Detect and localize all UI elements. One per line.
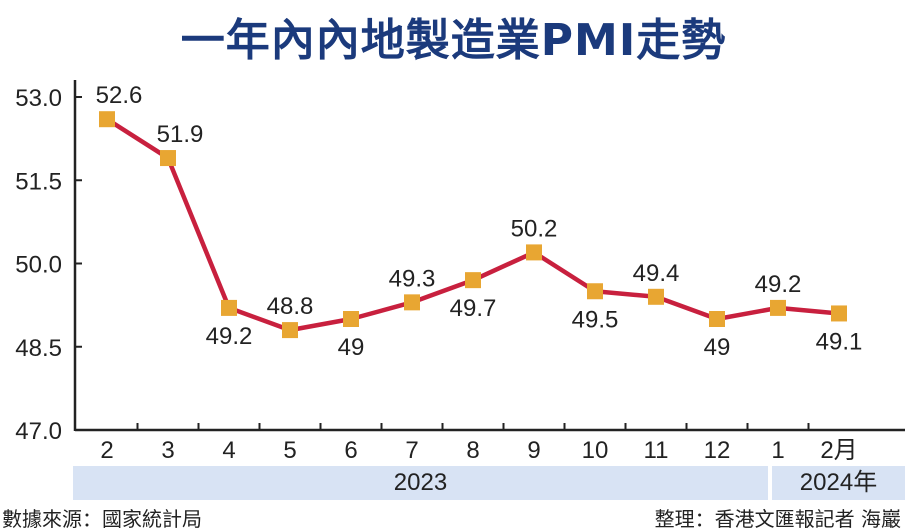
x-tick-label: 10 bbox=[582, 437, 609, 464]
y-tick-label: 47.0 bbox=[15, 418, 62, 445]
data-point bbox=[221, 299, 237, 316]
data-point bbox=[160, 150, 176, 167]
x-tick-label: 7 bbox=[405, 437, 418, 464]
data-label: 48.8 bbox=[267, 293, 314, 320]
data-point bbox=[99, 111, 115, 128]
data-label: 52.6 bbox=[96, 82, 143, 109]
data-label: 49 bbox=[704, 334, 731, 361]
data-label: 49.1 bbox=[816, 328, 863, 355]
y-tick-label: 50.0 bbox=[15, 252, 62, 279]
data-label: 49.2 bbox=[206, 323, 253, 350]
x-tick-label: 4 bbox=[222, 437, 235, 464]
x-tick-label: 3 bbox=[161, 437, 174, 464]
x-tick-label: 2月 bbox=[820, 437, 857, 464]
x-tick-label: 12 bbox=[704, 437, 731, 464]
data-point bbox=[770, 299, 786, 316]
year-label-2024: 2024年 bbox=[772, 466, 905, 500]
x-tick-label: 1 bbox=[771, 437, 784, 464]
data-point bbox=[831, 305, 847, 322]
data-point bbox=[526, 244, 542, 261]
data-label: 50.2 bbox=[511, 215, 558, 242]
data-point bbox=[587, 283, 603, 300]
y-tick-label: 48.5 bbox=[15, 335, 62, 362]
y-tick-label: 51.5 bbox=[15, 168, 62, 195]
credit-note: 整理：香港文匯報記者 海巖 bbox=[654, 507, 901, 528]
x-tick-label: 6 bbox=[344, 437, 357, 464]
x-tick-label: 11 bbox=[644, 437, 669, 464]
year-label-2023: 2023 bbox=[73, 466, 768, 500]
data-label: 49.4 bbox=[633, 260, 680, 287]
source-note: 數據來源：國家統計局 bbox=[2, 507, 202, 528]
data-label: 51.9 bbox=[157, 121, 204, 148]
data-label: 49.7 bbox=[450, 295, 497, 322]
data-label: 49 bbox=[338, 334, 365, 361]
x-tick-label: 8 bbox=[466, 437, 479, 464]
y-tick-label: 53.0 bbox=[15, 85, 62, 112]
x-tick-label: 2 bbox=[100, 437, 113, 464]
data-label: 49.2 bbox=[755, 271, 802, 298]
data-label: 49.5 bbox=[572, 306, 619, 333]
data-point bbox=[282, 322, 298, 339]
x-tick-label: 5 bbox=[283, 437, 296, 464]
data-point bbox=[343, 311, 359, 327]
x-tick-label: 9 bbox=[527, 437, 540, 464]
data-point bbox=[404, 294, 420, 311]
data-point bbox=[465, 272, 481, 289]
data-point bbox=[648, 288, 664, 305]
data-label: 49.3 bbox=[389, 265, 436, 292]
chart-title: 一年內內地製造業PMI走勢 bbox=[180, 15, 727, 66]
data-point bbox=[709, 311, 725, 327]
